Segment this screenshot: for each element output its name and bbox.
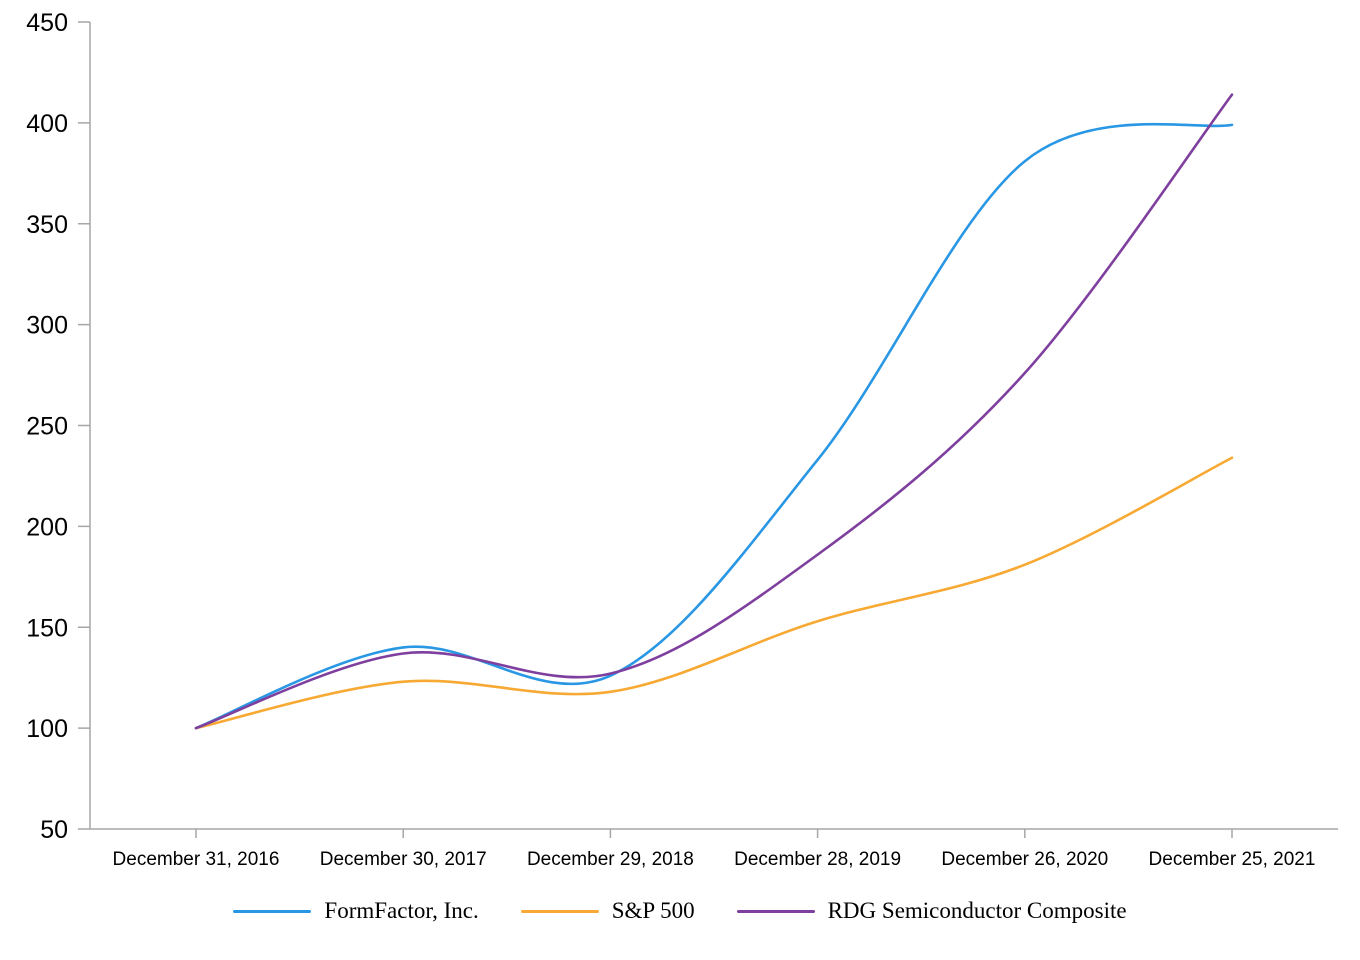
legend-item-sp500: S&P 500 (520, 898, 695, 924)
x-tick-label: December 28, 2019 (734, 849, 901, 870)
series-line-1 (194, 122, 1234, 730)
legend-item-rdg: RDG Semiconductor Composite (736, 898, 1127, 924)
y-tick-label: 400 (26, 110, 68, 138)
performance-line-chart: 450 400 350 300 250 200 150 100 50 December 31, 2… (26, 9, 1338, 870)
legend-line-swatch-sp500 (520, 909, 599, 913)
legend-item-formfactor: FormFactor, Inc. (233, 898, 479, 924)
x-tick-label: December 30, 2017 (320, 849, 487, 870)
x-tick-label: December 31, 2016 (113, 849, 280, 870)
y-tick-label: 100 (26, 715, 68, 743)
series-lines (194, 93, 1234, 730)
axes: 450 400 350 300 250 200 150 100 50 December 31, 2… (26, 9, 1338, 870)
y-tick-label: 450 (26, 9, 68, 37)
y-tick-label: 250 (26, 413, 68, 441)
x-tick-label: December 29, 2018 (527, 849, 694, 870)
chart-legend: FormFactor, Inc. S&P 500 RDG Semiconduct… (0, 898, 1360, 924)
series-line-2 (194, 456, 1234, 730)
legend-label-rdg: RDG Semiconductor Composite (827, 898, 1127, 923)
y-tick-label: 300 (26, 312, 68, 340)
legend-line-swatch-formfactor (233, 909, 312, 913)
legend-label-sp500: S&P 500 (611, 898, 695, 923)
x-tick-label: December 26, 2020 (941, 849, 1108, 870)
legend-line-swatch-rdg (736, 909, 815, 913)
y-tick-label: 350 (26, 211, 68, 239)
series-line-3 (194, 93, 1234, 730)
y-tick-label: 50 (40, 816, 68, 844)
x-tick-label: December 25, 2021 (1149, 849, 1316, 870)
legend-label-formfactor: FormFactor, Inc. (324, 898, 479, 923)
y-tick-label: 200 (26, 513, 68, 541)
y-tick-label: 150 (26, 614, 68, 642)
